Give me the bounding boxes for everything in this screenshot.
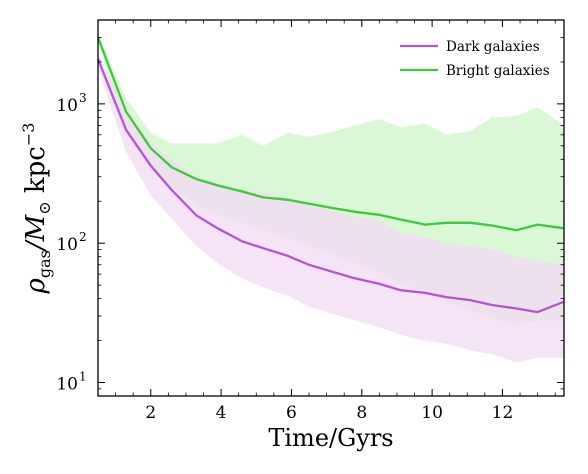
bright-galaxies-line	[96, 36, 565, 232]
dark-galaxies-legend-label: Dark galaxies	[446, 39, 540, 55]
x-tick-label: 4	[216, 403, 227, 423]
x-tick-label: 10	[421, 403, 443, 423]
y-axis-label: ρgas/M⊙ kpc−3	[19, 123, 54, 295]
x-tick-label: 6	[286, 403, 297, 423]
y-label-rho-subscript: gas	[35, 250, 54, 278]
y-tick-label-exponent: 3	[79, 91, 87, 105]
dark-galaxies-line	[96, 58, 565, 314]
y-tick-label: 10	[56, 374, 78, 394]
x-tick-label: 2	[145, 403, 156, 423]
legend: Dark galaxies Bright galaxies	[400, 39, 550, 79]
y-label-mass: /M	[21, 213, 51, 253]
y-label-unit-exponent: −3	[19, 123, 38, 147]
y-tick-label-exponent: 1	[79, 369, 87, 383]
axis-ticks	[98, 19, 564, 397]
y-label-unit: kpc	[21, 146, 51, 201]
x-tick-label: 8	[356, 403, 367, 423]
y-label-sun-subscript: ⊙	[35, 201, 54, 214]
x-axis-label: Time/Gyrs	[268, 424, 393, 452]
bright-galaxies-legend-label: Bright galaxies	[446, 63, 550, 79]
y-tick-label-exponent: 2	[79, 230, 87, 244]
confidence-bands	[98, 33, 564, 363]
series-lines	[96, 36, 565, 314]
x-tick-label: 12	[492, 403, 514, 423]
y-label-rho: ρ	[21, 277, 51, 294]
dark-galaxies-band	[98, 53, 564, 363]
plot-frame	[97, 19, 565, 397]
y-tick-label: 10	[56, 235, 78, 255]
y-tick-label: 10	[56, 96, 78, 116]
